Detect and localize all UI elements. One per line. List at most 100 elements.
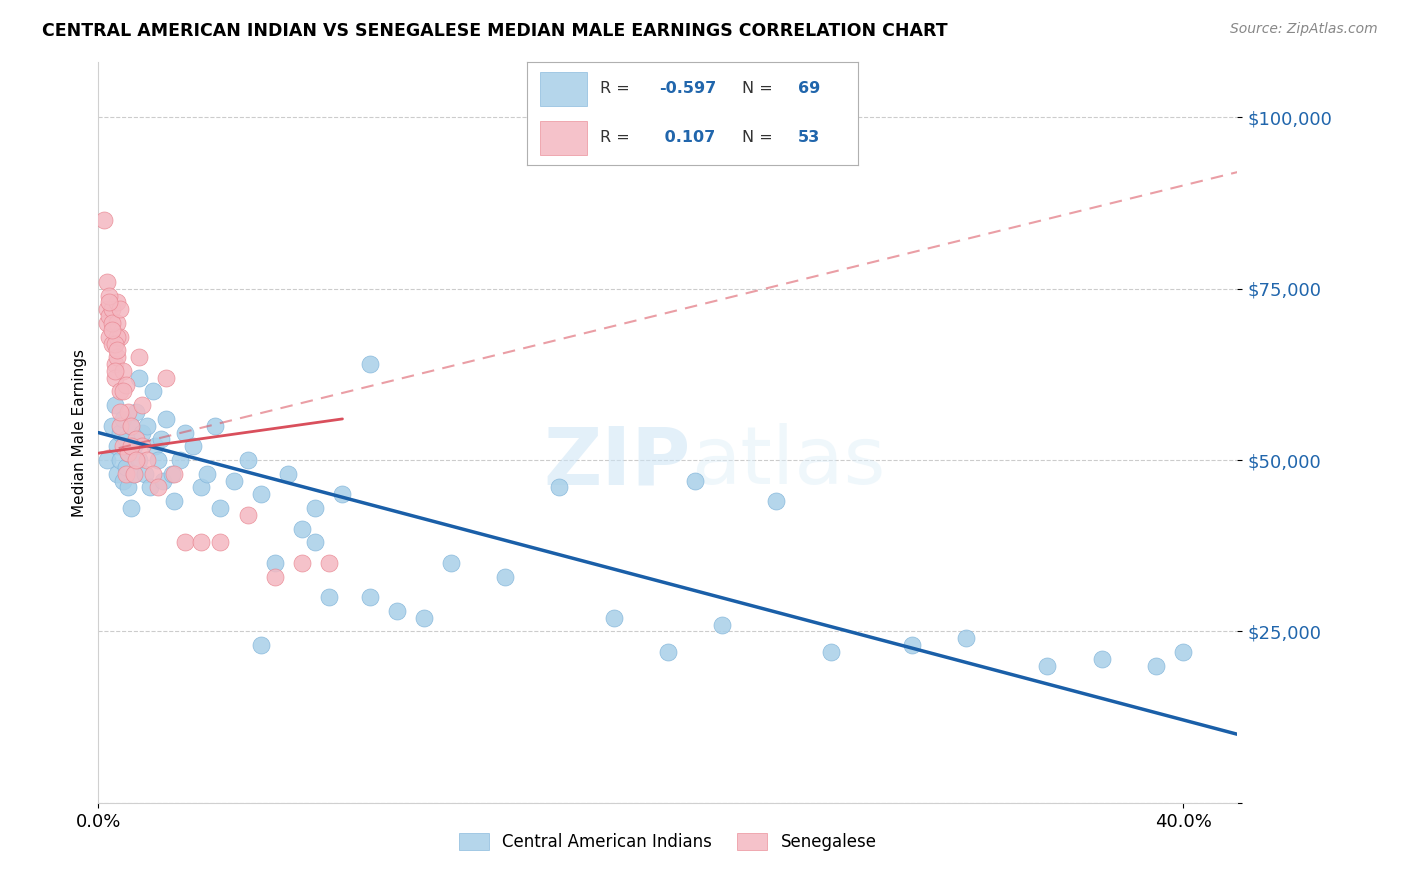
Point — [174, 425, 197, 440]
Point — [108, 418, 131, 433]
Point — [98, 309, 121, 323]
Point — [277, 467, 299, 481]
Point — [104, 357, 127, 371]
Point — [440, 556, 463, 570]
Point — [209, 535, 232, 549]
Point — [174, 535, 197, 549]
Point — [108, 384, 131, 399]
Point — [93, 213, 115, 227]
Point — [169, 453, 191, 467]
Point — [122, 467, 145, 481]
Point — [111, 474, 134, 488]
Point — [108, 425, 131, 440]
Point — [107, 295, 129, 310]
Point — [765, 494, 787, 508]
Point — [291, 522, 314, 536]
Point — [98, 288, 121, 302]
Point — [190, 480, 212, 494]
Point — [117, 446, 139, 460]
Point — [134, 467, 156, 481]
Point — [236, 508, 259, 522]
Bar — [540, 121, 586, 155]
Point — [108, 329, 131, 343]
Point — [901, 638, 924, 652]
Point — [128, 371, 150, 385]
Point — [125, 405, 148, 419]
Point — [155, 412, 177, 426]
Point — [107, 467, 129, 481]
Point — [98, 329, 121, 343]
Point — [125, 453, 148, 467]
Text: Source: ZipAtlas.com: Source: ZipAtlas.com — [1230, 22, 1378, 37]
Point — [114, 467, 136, 481]
Point — [190, 535, 212, 549]
Point — [96, 453, 118, 467]
Point — [1036, 658, 1059, 673]
Point — [114, 433, 136, 447]
Point — [163, 467, 186, 481]
Point — [142, 467, 165, 481]
Point — [304, 535, 326, 549]
Point — [107, 329, 129, 343]
Point — [104, 371, 127, 385]
Point — [111, 412, 134, 426]
Point — [111, 384, 134, 399]
Point — [683, 474, 706, 488]
Point — [96, 302, 118, 317]
Point — [359, 357, 381, 371]
Point — [114, 459, 136, 474]
Point — [139, 480, 162, 494]
Point — [385, 604, 408, 618]
Text: 0.107: 0.107 — [659, 130, 716, 145]
Point — [236, 453, 259, 467]
Point — [318, 590, 340, 604]
Point — [155, 371, 177, 385]
Point — [122, 467, 145, 481]
Text: -0.597: -0.597 — [659, 81, 717, 96]
Y-axis label: Median Male Earnings: Median Male Earnings — [72, 349, 87, 516]
Point — [108, 302, 131, 317]
Text: 69: 69 — [799, 81, 821, 96]
Text: CENTRAL AMERICAN INDIAN VS SENEGALESE MEDIAN MALE EARNINGS CORRELATION CHART: CENTRAL AMERICAN INDIAN VS SENEGALESE ME… — [42, 22, 948, 40]
Point — [101, 316, 124, 330]
Point — [494, 569, 516, 583]
Point — [107, 343, 129, 358]
Point — [145, 439, 167, 453]
Point — [163, 494, 186, 508]
Point — [128, 453, 150, 467]
Point — [128, 350, 150, 364]
Point — [120, 418, 142, 433]
Point — [96, 275, 118, 289]
Point — [204, 418, 226, 433]
Point — [209, 501, 232, 516]
Point — [318, 556, 340, 570]
Text: 53: 53 — [799, 130, 821, 145]
Point — [657, 645, 679, 659]
Point — [108, 453, 131, 467]
Point — [117, 480, 139, 494]
Point — [146, 453, 169, 467]
Point — [146, 480, 169, 494]
Point — [131, 439, 153, 453]
Point — [120, 439, 142, 453]
Point — [122, 439, 145, 453]
Point — [955, 632, 977, 646]
Point — [142, 384, 165, 399]
Point — [152, 474, 174, 488]
Point — [149, 433, 172, 447]
Point — [602, 610, 624, 624]
Point — [101, 302, 124, 317]
Point — [131, 425, 153, 440]
Point — [183, 439, 205, 453]
Point — [263, 556, 285, 570]
Point — [104, 398, 127, 412]
Text: N =: N = — [742, 81, 773, 96]
Point — [101, 418, 124, 433]
Point — [120, 418, 142, 433]
Point — [107, 439, 129, 453]
Point — [548, 480, 571, 494]
Text: R =: R = — [600, 130, 630, 145]
Point — [101, 323, 124, 337]
Point — [117, 446, 139, 460]
Point — [359, 590, 381, 604]
